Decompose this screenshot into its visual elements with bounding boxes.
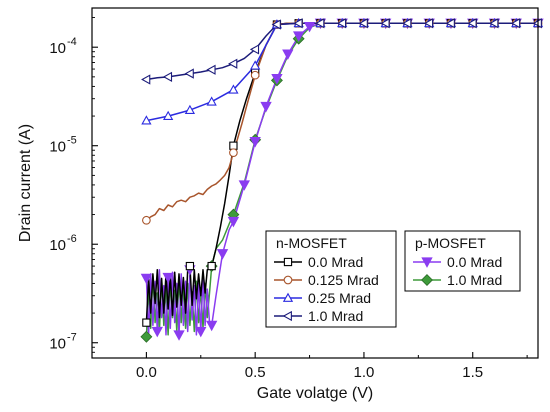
data-point [163,110,174,120]
data-point [141,74,151,85]
data-point [380,18,390,29]
data-point [423,18,434,29]
y-tick-exponent: -6 [67,233,77,245]
legend-entry-label: 1.0 Mrad [308,308,363,324]
legend-marker [282,310,292,322]
data-point [250,60,261,70]
data-point [238,180,250,191]
data-point [445,18,455,29]
data-point [402,18,412,29]
data-point [271,74,283,85]
data-point [303,21,316,33]
data-point [205,320,218,332]
legend-title: p-MOSFET [415,235,486,251]
y-tick-label: 10 [49,237,66,254]
legend-entry-label: 0.125 Mrad [308,272,379,288]
legend-entry-label: 0.25 Mrad [308,290,371,306]
x-tick-label: 1.5 [462,364,483,381]
data-point [260,101,272,113]
y-tick-label: 10 [49,336,66,353]
data-point [141,115,152,125]
legend-marker [421,257,433,268]
data-point [162,71,173,82]
data-point [336,18,347,29]
data-point [229,148,238,158]
legend-entry-label: 0.0 Mrad [447,254,502,270]
data-point [249,137,261,148]
data-point [140,273,153,285]
data-point [271,19,281,30]
y-tick-exponent: -4 [67,36,77,48]
data-point [229,141,238,150]
legend-entry-label: 1.0 Mrad [447,272,502,288]
data-point [184,104,196,114]
data-point [227,216,240,228]
data-point [315,18,325,29]
data-point [293,31,305,42]
data-point [173,330,185,341]
data-point [151,326,163,338]
data-point [228,84,239,94]
legend-marker [421,274,433,286]
x-axis-title: Gate volatge (V) [257,385,374,402]
legend-entry-label: 0.0 Mrad [308,254,363,270]
series-line-n-mosfet-0125 [145,22,538,221]
data-point [162,272,174,284]
legend-title: n-MOSFET [276,235,347,251]
data-point [184,68,194,79]
data-point [195,326,207,338]
data-point [467,18,477,29]
data-point [140,330,153,343]
x-tick-label: 0.0 [136,364,157,381]
data-point [249,44,260,55]
series-line-n-mosfet-10 [146,22,538,81]
data-point [228,58,238,69]
y-axis-title: Drain current (A) [17,124,34,242]
marker-layer [140,17,544,343]
data-point [207,261,216,271]
data-point [293,18,303,29]
data-point [358,18,368,29]
data-point [489,18,499,29]
legend-layer: n-MOSFET 0.0 Mrad 0.125 Mrad 0.25 Mrad 1.0 M… [265,230,521,328]
data-point [510,18,521,29]
data-point [250,70,260,80]
x-tick-label: 0.5 [245,364,266,381]
x-tick-label: 1.0 [354,364,375,381]
legend-marker [282,292,294,302]
data-point [206,64,216,75]
y-tick-exponent: -5 [67,135,77,147]
axis-layer: 0.0 0.5 1.0 1.510-710-610-510-4 [49,17,528,381]
y-tick-label: 10 [49,40,66,57]
data-point [206,96,217,106]
legend-marker [283,275,293,285]
plot-frame [91,7,539,359]
data-point [282,49,294,60]
data-point [142,215,151,225]
y-tick-exponent: -7 [67,332,77,344]
legend-marker [283,257,293,267]
y-tick-label: 10 [49,139,66,156]
data-point [216,249,229,260]
series-line-n-mosfet-025 [146,22,538,122]
data-point [142,318,151,327]
data-point [185,261,195,271]
